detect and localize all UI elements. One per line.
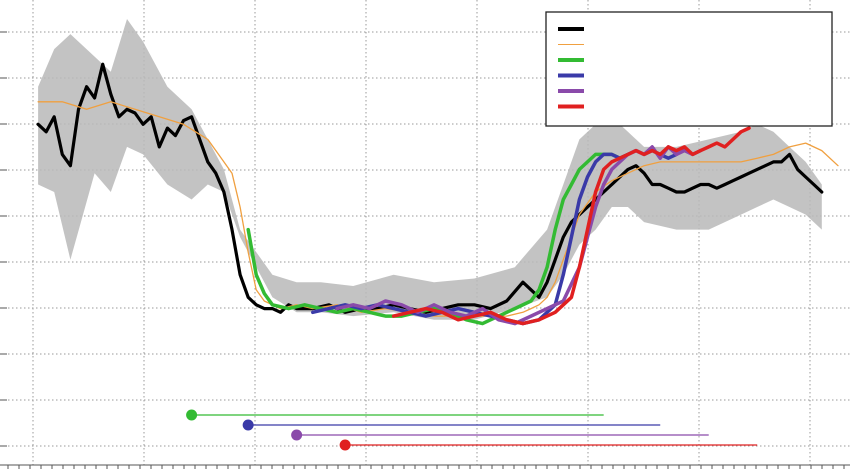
interval-start-dot-blue xyxy=(242,419,254,431)
legend-box xyxy=(545,11,833,127)
interval-start-dot-red xyxy=(339,439,351,451)
series-line-red xyxy=(391,126,751,326)
legend xyxy=(545,11,833,127)
band-area xyxy=(38,19,822,320)
interval-start-dot-green xyxy=(186,409,198,421)
series-line-black xyxy=(36,62,824,314)
interval-start-dot-purple xyxy=(291,429,303,441)
series-line-orange xyxy=(37,101,839,317)
series-line-green xyxy=(246,152,630,326)
interval-markers xyxy=(186,409,758,451)
range-band xyxy=(38,19,822,320)
axis-ticks xyxy=(0,31,850,469)
series-lines xyxy=(36,62,839,326)
